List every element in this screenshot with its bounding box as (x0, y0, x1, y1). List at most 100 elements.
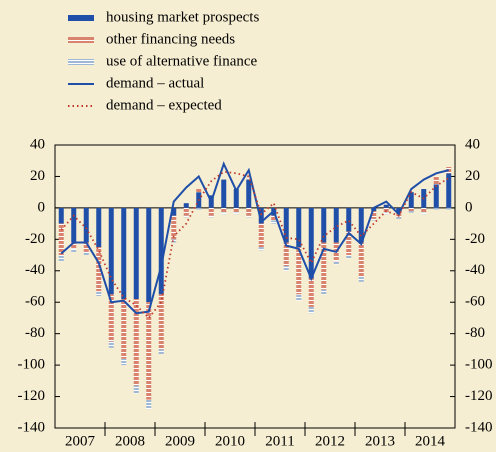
bar (408, 211, 414, 213)
bar (308, 207, 314, 279)
x-tick-label: 2009 (165, 433, 195, 449)
line (60, 161, 449, 315)
y-tick-label: -60 (25, 294, 45, 310)
bar (208, 207, 214, 216)
legend-label: demand – expected (106, 97, 222, 113)
bar (233, 212, 239, 215)
legend-swatch (68, 59, 94, 65)
bar (283, 207, 289, 243)
x-tick-label: 2011 (265, 433, 294, 449)
bar (108, 294, 114, 342)
bar (358, 277, 364, 282)
bar (258, 207, 264, 224)
y-tick-label: -100 (18, 357, 46, 373)
bar (146, 399, 152, 410)
plot-frame (54, 144, 456, 429)
y-tick-label: 40 (30, 136, 45, 152)
bar (346, 207, 352, 232)
bar (383, 212, 389, 215)
bar (83, 207, 89, 243)
bar (421, 207, 427, 213)
bar (221, 212, 227, 215)
bar (408, 192, 414, 208)
y-tick-label: -40 (465, 262, 485, 278)
x-tick-label: 2014 (415, 433, 446, 449)
bar (283, 242, 289, 267)
bar (83, 242, 89, 252)
bar (296, 294, 302, 301)
x-tick-label: 2012 (315, 433, 345, 449)
bar (196, 207, 202, 210)
bar (71, 242, 77, 249)
bar (108, 207, 114, 295)
bar (58, 207, 64, 224)
bar (121, 299, 127, 359)
bar (296, 207, 302, 248)
bar (146, 207, 152, 303)
y-tick-label: -80 (465, 325, 485, 341)
bar (421, 212, 427, 215)
bar (408, 207, 414, 212)
y-tick-label: -120 (18, 388, 46, 404)
bar (133, 299, 139, 386)
bar (133, 385, 139, 394)
bar (333, 207, 339, 243)
x-tick-label: 2013 (365, 433, 395, 449)
bar (96, 207, 102, 248)
y-tick-label: -120 (465, 388, 493, 404)
bar (271, 215, 277, 221)
bar (333, 261, 339, 265)
y-tick-label: 20 (30, 168, 45, 184)
legend-label: demand – actual (106, 75, 204, 91)
y-tick-label: -20 (465, 231, 485, 247)
bar (383, 204, 389, 208)
y-tick-label: -80 (25, 325, 45, 341)
y-tick-label: 0 (38, 199, 46, 215)
bar (396, 207, 402, 213)
legend-label: other financing needs (106, 31, 235, 47)
bar (321, 289, 327, 295)
y-tick-label: -60 (465, 294, 485, 310)
bar (133, 207, 139, 300)
y-tick-label: 20 (465, 168, 480, 184)
bar (396, 217, 402, 219)
bar (183, 203, 189, 208)
bar (58, 255, 64, 262)
bar (183, 215, 189, 218)
bar (71, 248, 77, 252)
bar (108, 341, 114, 348)
bar (283, 266, 289, 271)
bar (258, 223, 264, 248)
bar (158, 349, 164, 355)
bar (158, 294, 164, 350)
bar (246, 215, 252, 218)
bar (346, 255, 352, 259)
bar (321, 242, 327, 290)
y-tick-label: 0 (465, 199, 473, 215)
legend-swatch (68, 15, 94, 21)
bar (221, 179, 227, 208)
bar (358, 242, 364, 278)
bar (246, 207, 252, 216)
bar (146, 302, 152, 400)
bar (308, 306, 314, 314)
bar (446, 173, 452, 208)
y-tick-label: -140 (18, 419, 46, 435)
bar (433, 184, 439, 208)
bar (233, 189, 239, 208)
legend-label: housing market prospects (106, 9, 259, 25)
bar (433, 207, 439, 210)
bar (121, 207, 127, 300)
bar (433, 176, 439, 185)
bar (208, 215, 214, 218)
y-tick-label: -100 (465, 357, 493, 373)
bar (271, 220, 277, 224)
bar (358, 207, 364, 243)
bar (158, 207, 164, 295)
y-tick-label: -20 (25, 231, 45, 247)
bar (171, 215, 177, 240)
bar (346, 231, 352, 256)
bar (71, 207, 77, 243)
y-tick-label: -140 (465, 419, 493, 435)
